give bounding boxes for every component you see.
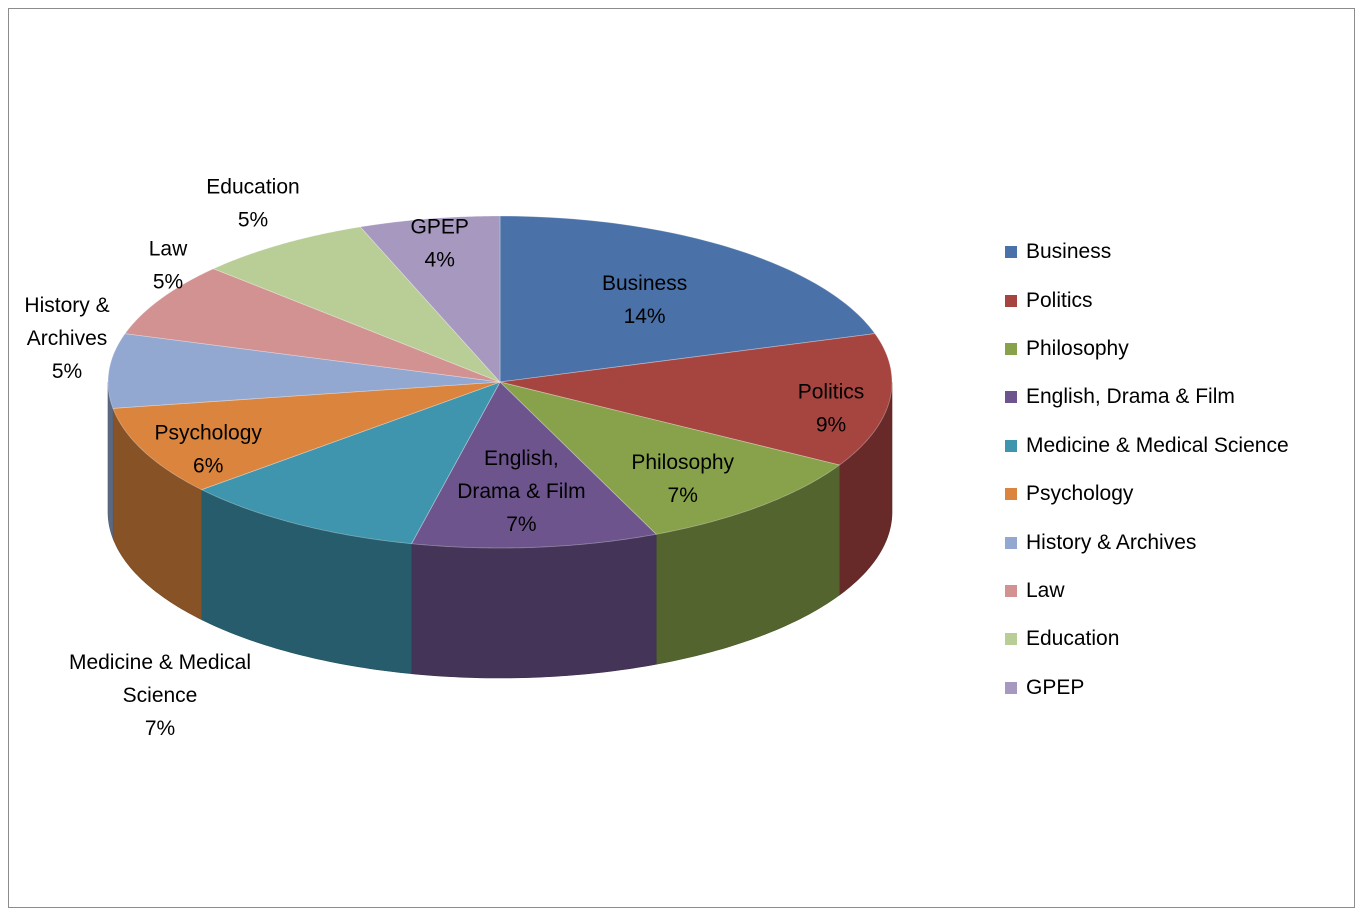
data-label-name: Science xyxy=(123,684,198,707)
legend-label: Law xyxy=(1026,579,1065,603)
legend-swatch xyxy=(1005,537,1017,549)
data-label-history-and-archives: History & Archives 5% xyxy=(24,294,109,383)
data-label-name: English, xyxy=(484,447,559,470)
data-label-percent: 5% xyxy=(52,360,82,383)
legend-swatch xyxy=(1005,633,1017,645)
legend-item-medicine-and-medical-science: Medicine & Medical Science xyxy=(1005,422,1289,470)
pie-side-english-drama-and-film xyxy=(412,534,657,678)
legend-swatch xyxy=(1005,246,1017,258)
legend-label: GPEP xyxy=(1026,676,1084,700)
legend-item-politics: Politics xyxy=(1005,276,1289,324)
data-label-name: Archives xyxy=(27,327,108,350)
data-label-percent: 5% xyxy=(238,209,268,232)
legend-swatch xyxy=(1005,391,1017,403)
legend-swatch xyxy=(1005,295,1017,307)
data-label-name: Politics xyxy=(798,381,865,404)
legend-item-business: Business xyxy=(1005,228,1289,276)
legend-swatch xyxy=(1005,488,1017,500)
legend-item-history-and-archives: History & Archives xyxy=(1005,518,1289,566)
data-label-name: Business xyxy=(602,272,687,295)
data-label-name: Education xyxy=(206,176,299,199)
data-label-percent: 7% xyxy=(145,717,175,740)
legend-label: Psychology xyxy=(1026,482,1133,506)
data-label-name: History & xyxy=(24,294,109,317)
data-label-percent: 14% xyxy=(624,305,666,328)
legend-label: Medicine & Medical Science xyxy=(1026,434,1289,458)
data-label-percent: 9% xyxy=(816,414,846,437)
data-label-name: Psychology xyxy=(155,422,263,445)
legend-item-english-drama-and-film: English, Drama & Film xyxy=(1005,373,1289,421)
legend-item-education: Education xyxy=(1005,615,1289,663)
legend-swatch xyxy=(1005,440,1017,452)
legend-label: Business xyxy=(1026,240,1111,264)
legend-label: Philosophy xyxy=(1026,337,1129,361)
legend-label: Education xyxy=(1026,627,1119,651)
legend-swatch xyxy=(1005,585,1017,597)
legend-label: History & Archives xyxy=(1026,531,1196,555)
data-label-name: Drama & Film xyxy=(457,480,585,503)
data-label-percent: 6% xyxy=(193,455,223,478)
legend-label: Politics xyxy=(1026,289,1093,313)
legend-item-law: Law xyxy=(1005,567,1289,615)
data-label-name: Philosophy xyxy=(631,451,734,474)
data-label-name: Medicine & Medical xyxy=(69,651,251,674)
data-label-law: Law 5% xyxy=(149,238,188,294)
legend-swatch xyxy=(1005,682,1017,694)
legend-item-philosophy: Philosophy xyxy=(1005,325,1289,373)
legend-item-psychology: Psychology xyxy=(1005,470,1289,518)
data-label-percent: 4% xyxy=(425,249,455,272)
data-label-name: Law xyxy=(149,238,188,261)
data-label-medicine-and-medical-science: Medicine & Medical Science 7% xyxy=(69,651,251,740)
legend-label: English, Drama & Film xyxy=(1026,385,1235,409)
data-label-education: Education 5% xyxy=(206,176,299,232)
legend: Business Politics Philosophy English, Drama… xyxy=(1005,228,1289,712)
data-label-percent: 5% xyxy=(153,271,183,294)
data-label-percent: 7% xyxy=(668,484,698,507)
legend-item-gpep: GPEP xyxy=(1005,664,1289,712)
data-label-percent: 7% xyxy=(506,513,536,536)
data-label-name: GPEP xyxy=(411,216,469,239)
legend-swatch xyxy=(1005,343,1017,355)
